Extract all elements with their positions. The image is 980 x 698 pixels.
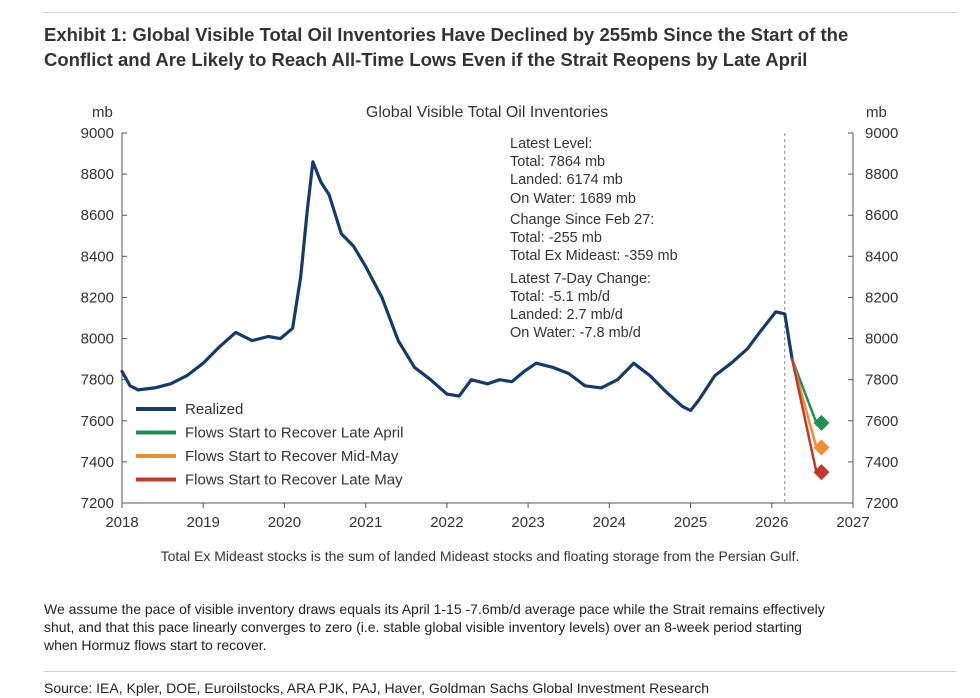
scenario-endpoint-marker-2 [813, 439, 830, 456]
y-tick-label-right: 9000 [865, 125, 898, 142]
x-tick-label: 2026 [755, 514, 788, 531]
y-tick-label-right: 8400 [865, 248, 898, 265]
y-tick-label-left: 8000 [81, 331, 114, 348]
y-tick-label-right: 8000 [865, 331, 898, 348]
series-line-3 [790, 357, 818, 474]
y-tick-label-right: 7400 [865, 454, 898, 471]
y-tick-label-left: 7200 [81, 495, 114, 512]
chart-title: Global Visible Total Oil Inventories [366, 104, 608, 121]
y-tick-label-left: 9000 [81, 125, 114, 142]
annotation-line-6: Total Ex Mideast: -359 mb [510, 248, 678, 264]
x-tick-label: 2020 [268, 514, 301, 531]
legend-label-0: Realized [185, 401, 243, 418]
bottom-divider [44, 671, 956, 672]
legend-label-3: Flows Start to Recover Late May [185, 472, 403, 489]
exhibit-title: Exhibit 1: Global Visible Total Oil Inve… [44, 22, 944, 72]
y-axis-left-unit: mb [92, 104, 113, 121]
x-tick-label: 2022 [430, 514, 463, 531]
series-line-0 [120, 160, 794, 413]
y-tick-label-right: 8800 [865, 166, 898, 183]
x-tick-label: 2023 [511, 514, 544, 531]
annotation-line-8: Total: -5.1 mb/d [510, 289, 610, 305]
x-tick-label: 2024 [593, 514, 626, 531]
scenario-endpoint-marker-3 [813, 464, 830, 481]
y-tick-label-right: 7800 [865, 372, 898, 389]
x-tick-label: 2021 [349, 514, 382, 531]
source-line: Source: IEA, Kpler, DOE, Euroilstocks, A… [44, 680, 710, 696]
note-line-2: shut, and that this pace linearly conver… [44, 619, 802, 635]
annotation-line-3: On Water: 1689 mb [510, 191, 636, 207]
note-line-1: We assume the pace of visible inventory … [44, 601, 825, 617]
y-tick-label-left: 7800 [81, 372, 114, 389]
annotation-line-4: Change Since Feb 27: [510, 212, 654, 228]
y-axis-right-unit: mb [866, 104, 887, 121]
exhibit-title-line-1: Exhibit 1: Global Visible Total Oil Inve… [44, 24, 849, 45]
legend-label-2: Flows Start to Recover Mid-May [185, 448, 399, 465]
annotation-line-2: Landed: 6174 mb [510, 172, 623, 188]
chart-footnote: Total Ex Mideast stocks is the sum of la… [161, 548, 800, 564]
y-tick-label-right: 7200 [865, 495, 898, 512]
y-tick-label-left: 7400 [81, 454, 114, 471]
y-tick-label-left: 8200 [81, 289, 114, 306]
y-tick-label-right: 8600 [865, 207, 898, 224]
x-tick-label: 2019 [187, 514, 220, 531]
y-tick-label-left: 8400 [81, 248, 114, 265]
top-divider [44, 12, 956, 13]
exhibit-title-line-2: Conflict and Are Likely to Reach All-Tim… [44, 49, 808, 70]
note-line-3: when Hormuz flows start to recover. [44, 637, 267, 653]
annotation-line-10: On Water: -7.8 mb/d [510, 325, 641, 341]
y-tick-label-left: 7600 [81, 413, 114, 430]
annotation-line-1: Total: 7864 mb [510, 154, 605, 170]
annotation-line-5: Total: -255 mb [510, 230, 602, 246]
methodology-note: We assume the pace of visible inventory … [44, 600, 944, 654]
x-tick-label: 2025 [674, 514, 707, 531]
y-tick-label-left: 8600 [81, 207, 114, 224]
annotation-line-0: Latest Level: [510, 136, 592, 152]
y-tick-label-left: 8800 [81, 166, 114, 183]
inventory-chart: Global Visible Total Oil Inventories mb … [81, 104, 899, 564]
legend-label-1: Flows Start to Recover Late April [185, 425, 403, 442]
annotation-line-9: Landed: 2.7 mb/d [510, 307, 623, 323]
x-tick-label: 2027 [836, 514, 869, 531]
x-tick-label: 2018 [105, 514, 138, 531]
y-tick-label-right: 7600 [865, 413, 898, 430]
scenario-endpoint-marker-1 [813, 414, 830, 431]
annotation-line-7: Latest 7-Day Change: [510, 271, 651, 287]
y-tick-label-right: 8200 [865, 289, 898, 306]
